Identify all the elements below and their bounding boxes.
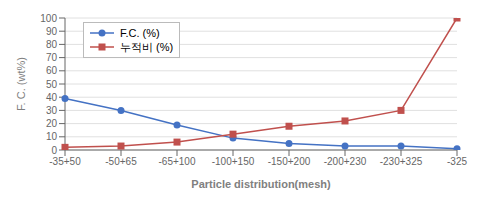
svg-text:-200+230: -200+230 [324, 156, 367, 167]
html-text:F.C. (%): F.C. (%) [120, 27, 160, 39]
svg-text:100: 100 [40, 13, 57, 24]
html-text:누적비 (%): 누적비 (%) [120, 41, 174, 53]
svg-text:10: 10 [46, 131, 58, 142]
svg-text:-100+150: -100+150 [212, 156, 255, 167]
svg-text:-50+65: -50+65 [105, 156, 137, 167]
svg-text:-65+100: -65+100 [159, 156, 196, 167]
svg-text:0: 0 [51, 145, 57, 156]
svg-text:60: 60 [46, 65, 58, 76]
svg-text:20: 20 [46, 118, 58, 129]
svg-text:40: 40 [46, 92, 58, 103]
svg-text:50: 50 [46, 79, 58, 90]
svg-text:80: 80 [46, 39, 58, 50]
svg-text:70: 70 [46, 52, 58, 63]
svg-text:30: 30 [46, 105, 58, 116]
svg-text:-325: -325 [447, 156, 467, 167]
svg-text:-230+325: -230+325 [380, 156, 423, 167]
svg-text:-35+50: -35+50 [49, 156, 81, 167]
svg-text:F. C. (wt%): F. C. (wt%) [15, 57, 27, 111]
svg-text:-150+200: -150+200 [268, 156, 311, 167]
svg-text:Particle distribution(mesh): Particle distribution(mesh) [191, 178, 331, 190]
svg-text:90: 90 [46, 26, 58, 37]
